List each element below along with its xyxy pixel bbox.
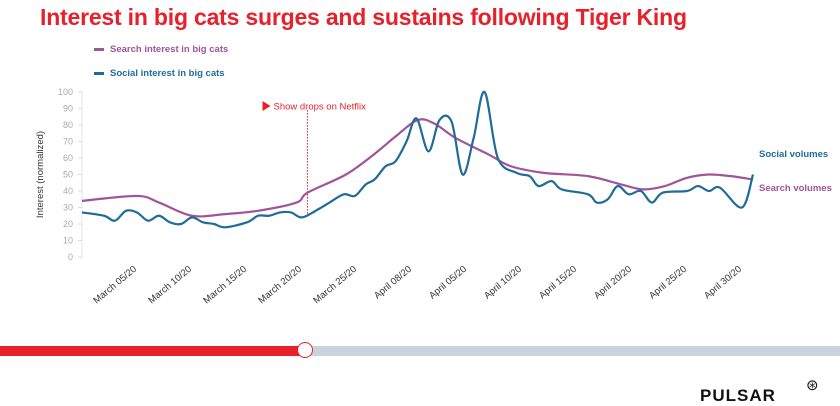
y-tick-label: 30 [63, 203, 73, 213]
search-interest-line [81, 118, 754, 218]
social-volumes-label: Social volumes [759, 149, 828, 160]
y-tick-label: 80 [63, 120, 73, 130]
search-volumes-label: Search volumes [759, 183, 832, 194]
y-axis-label: Interest (normalized) [35, 131, 46, 218]
timeline-slider[interactable] [0, 342, 840, 358]
legend-item-search: Search interest in big cats [94, 44, 228, 55]
y-tick-label: 100 [58, 87, 73, 97]
x-tick-label: April 20/20 [592, 264, 634, 302]
x-tick-label: April 05/20 [427, 264, 469, 302]
legend-swatch-social [94, 72, 104, 75]
x-tick-label: March 20/20 [256, 264, 304, 306]
play-icon [262, 101, 271, 112]
legend-label-social: Social interest in big cats [110, 68, 225, 79]
legend-label-search: Search interest in big cats [110, 44, 229, 55]
legend-item-social: Social interest in big cats [94, 68, 225, 79]
pulsar-logo: PULSAR [700, 386, 776, 405]
x-tick-label: April 25/20 [647, 264, 689, 302]
y-tick-label: 40 [63, 186, 73, 196]
social-interest-line [81, 90, 755, 229]
annotation-label: Show drops on Netflix [274, 102, 367, 113]
y-tick-label: 70 [63, 137, 73, 147]
chart-title: Interest in big cats surges and sustains… [40, 4, 687, 30]
y-tick-label: 50 [63, 170, 73, 180]
x-tick-label: March 25/20 [311, 264, 359, 306]
line-chart: 0 10 20 30 40 50 60 70 80 90 100 Interest (normaliz… [35, 87, 832, 306]
y-tick-label: 60 [63, 153, 73, 163]
y-tick-label: 0 [68, 252, 73, 262]
y-tick-label: 90 [63, 104, 73, 114]
x-tick-label: April 15/20 [537, 264, 579, 302]
slider-fill [0, 346, 305, 356]
x-tick-label: March 10/20 [146, 264, 194, 306]
legend-swatch-search [94, 48, 104, 51]
x-tick-label: April 08/20 [372, 264, 414, 302]
x-tick-label: March 05/20 [91, 264, 139, 306]
x-tick-label: March 15/20 [201, 264, 249, 306]
x-tick-label: April 30/20 [702, 264, 744, 302]
x-tick-label: April 10/20 [482, 264, 524, 302]
logo-asterisk-icon: ⊛ [806, 377, 819, 394]
y-tick-label: 10 [63, 236, 73, 246]
y-tick-label: 20 [63, 219, 73, 229]
slider-handle[interactable] [296, 342, 313, 358]
